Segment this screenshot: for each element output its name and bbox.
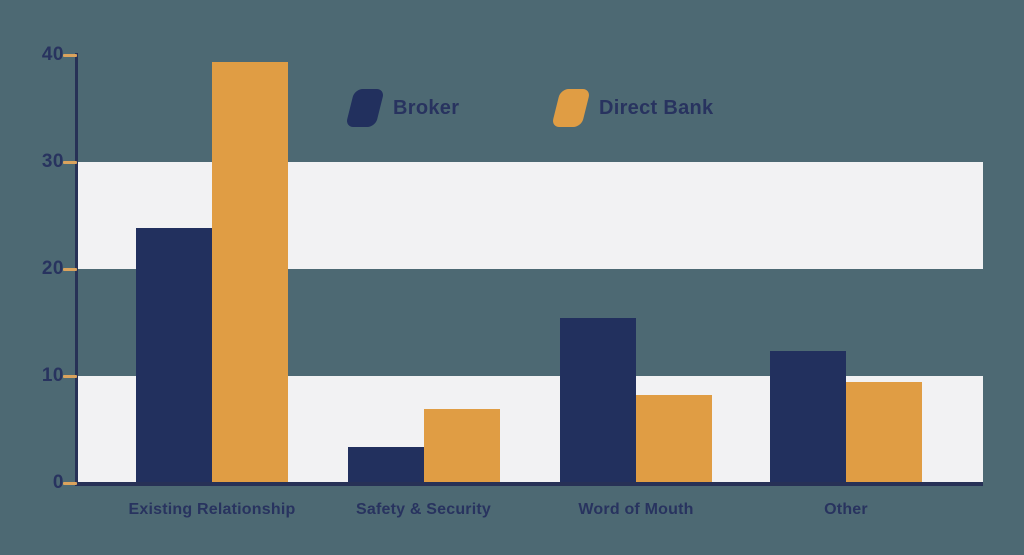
x-axis-label-existing-relationship: Existing Relationship [128, 501, 296, 518]
y-axis-tick-mark [63, 375, 77, 378]
y-axis-tick-label: 40 [41, 44, 64, 65]
x-axis-label-word-of-mouth: Word of Mouth [578, 501, 694, 518]
x-axis-line [75, 482, 983, 486]
legend-swatch-direct-bank-icon [551, 89, 591, 127]
x-axis-label-other: Other [824, 501, 868, 518]
legend-swatch-broker-icon [345, 89, 385, 127]
legend-label-direct-bank: Direct Bank [599, 96, 714, 119]
bar-direct-bank-safety-security [423, 409, 500, 484]
y-axis-tick-mark [63, 161, 77, 164]
legend-label-broker: Broker [393, 96, 460, 119]
y-axis-tick-label: 30 [41, 151, 64, 172]
bar-direct-bank-word-of-mouth [636, 395, 712, 484]
y-axis-tick-mark [63, 54, 77, 57]
bar-broker-other [770, 351, 846, 484]
bar-direct-bank-existing-relationship [212, 62, 288, 484]
bar-broker-existing-relationship [136, 228, 212, 484]
x-axis-label-safety-security: Safety & Security [355, 501, 491, 518]
y-axis-tick-mark [63, 482, 77, 485]
bar-broker-safety-security [347, 446, 424, 484]
legend-item-broker: Broker [345, 88, 460, 128]
y-axis-tick-label: 0 [52, 472, 64, 493]
y-axis-tick-label: 20 [41, 258, 64, 279]
legend: Broker Direct Bank [0, 88, 1024, 130]
y-axis-tick-mark [63, 268, 77, 271]
bar-direct-bank-other [846, 382, 922, 484]
y-axis-tick-label: 10 [41, 365, 64, 386]
bar-broker-word-of-mouth [560, 318, 636, 484]
legend-item-direct-bank: Direct Bank [551, 88, 714, 128]
